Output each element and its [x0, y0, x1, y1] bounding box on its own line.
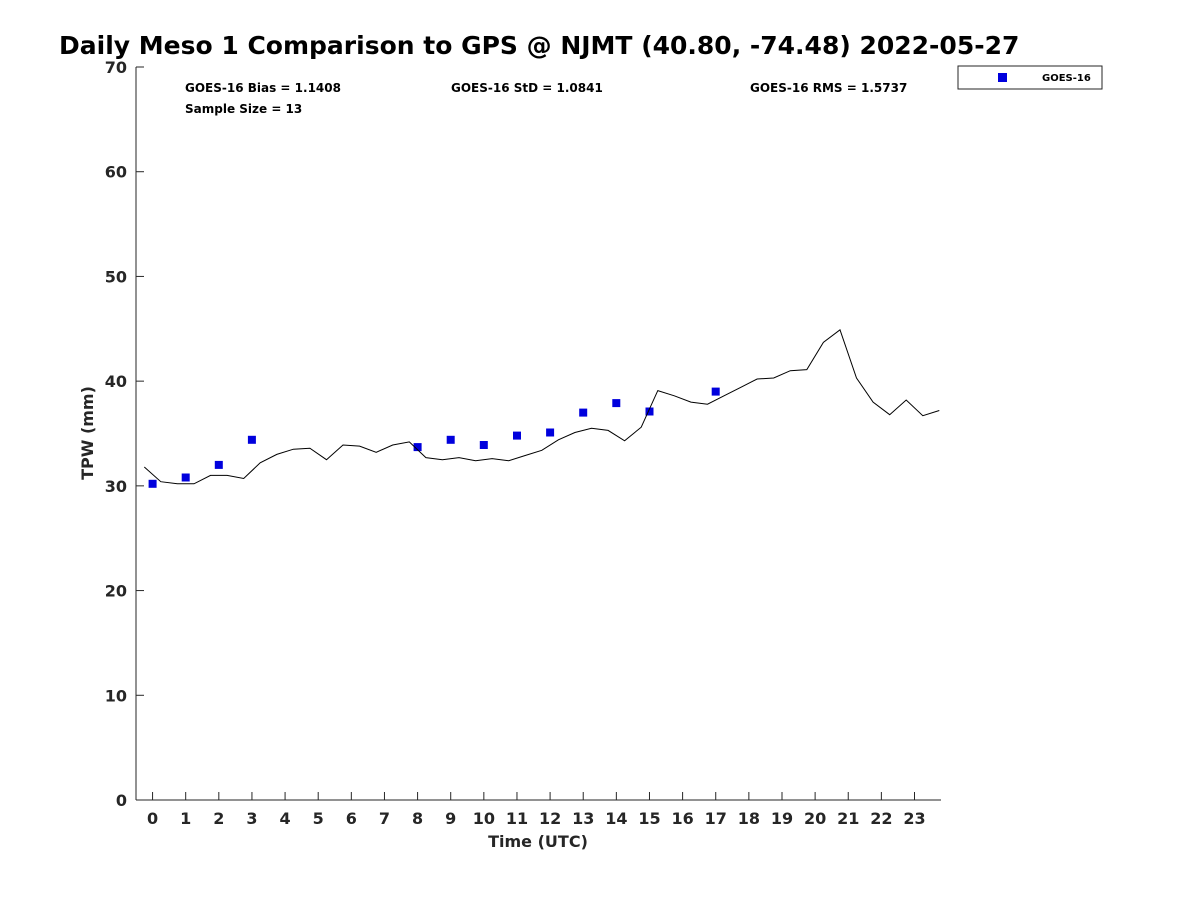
y-tick-label: 10: [105, 686, 127, 705]
x-tick-label: 21: [837, 809, 859, 828]
goes16-point: [612, 399, 621, 408]
x-tick-label: 17: [705, 809, 727, 828]
x-tick-label: 0: [147, 809, 158, 828]
x-tick-label: 11: [506, 809, 528, 828]
y-axis-label: TPW (mm): [78, 386, 97, 480]
goes16-point: [247, 435, 256, 444]
x-tick-label: 18: [738, 809, 760, 828]
legend: GOES-16: [957, 65, 1103, 90]
y-tick-label: 60: [105, 163, 127, 182]
goes16-point: [579, 408, 588, 417]
goes16-point: [645, 407, 654, 416]
stat-bias: GOES-16 Bias = 1.1408: [185, 81, 341, 95]
goes16-point: [181, 473, 190, 482]
x-axis-label: Time (UTC): [488, 832, 588, 851]
x-tick-label: 1: [180, 809, 191, 828]
legend-marker-goes16: [998, 73, 1007, 82]
legend-label-goes16: GOES-16: [1042, 73, 1091, 84]
stat-sample-size: Sample Size = 13: [185, 102, 302, 116]
x-tick-label: 12: [539, 809, 561, 828]
legend-box: [957, 65, 1103, 90]
x-tick-label: 5: [313, 809, 324, 828]
x-tick-label: 9: [445, 809, 456, 828]
x-tick-label: 22: [870, 809, 892, 828]
goes16-point: [446, 435, 455, 444]
y-tick-label: 30: [105, 477, 127, 496]
goes16-point: [413, 443, 422, 452]
x-tick-label: 13: [572, 809, 594, 828]
y-tick-label: 70: [105, 58, 127, 77]
y-tick-label: 50: [105, 267, 127, 286]
goes16-point: [148, 479, 157, 488]
x-tick-label: 10: [473, 809, 495, 828]
chart-title: Daily Meso 1 Comparison to GPS @ NJMT (4…: [59, 31, 1019, 60]
y-tick-label: 40: [105, 372, 127, 391]
stat-std: GOES-16 StD = 1.0841: [451, 81, 603, 95]
goes16-point: [479, 441, 488, 449]
x-tick-label: 15: [638, 809, 660, 828]
x-tick-label: 3: [246, 809, 257, 828]
x-tick-label: 2: [213, 809, 224, 828]
x-tick-label: 7: [379, 809, 390, 828]
goes16-point: [513, 431, 521, 440]
x-tick-label: 6: [346, 809, 357, 828]
x-tick-label: 19: [771, 809, 793, 828]
y-tick-label: 0: [116, 791, 127, 810]
x-tick-label: 23: [903, 809, 925, 828]
x-tick-label: 4: [280, 809, 291, 828]
goes16-point: [214, 460, 223, 469]
y-tick-label: 20: [105, 582, 127, 601]
x-tick-label: 20: [804, 809, 826, 828]
x-tick-label: 14: [605, 809, 627, 828]
stat-rms: GOES-16 RMS = 1.5737: [750, 81, 907, 95]
gps-tpw-line: [143, 328, 940, 485]
goes16-point: [546, 428, 555, 437]
x-tick-label: 8: [412, 809, 423, 828]
goes16-point: [711, 387, 720, 396]
x-tick-label: 16: [671, 809, 693, 828]
